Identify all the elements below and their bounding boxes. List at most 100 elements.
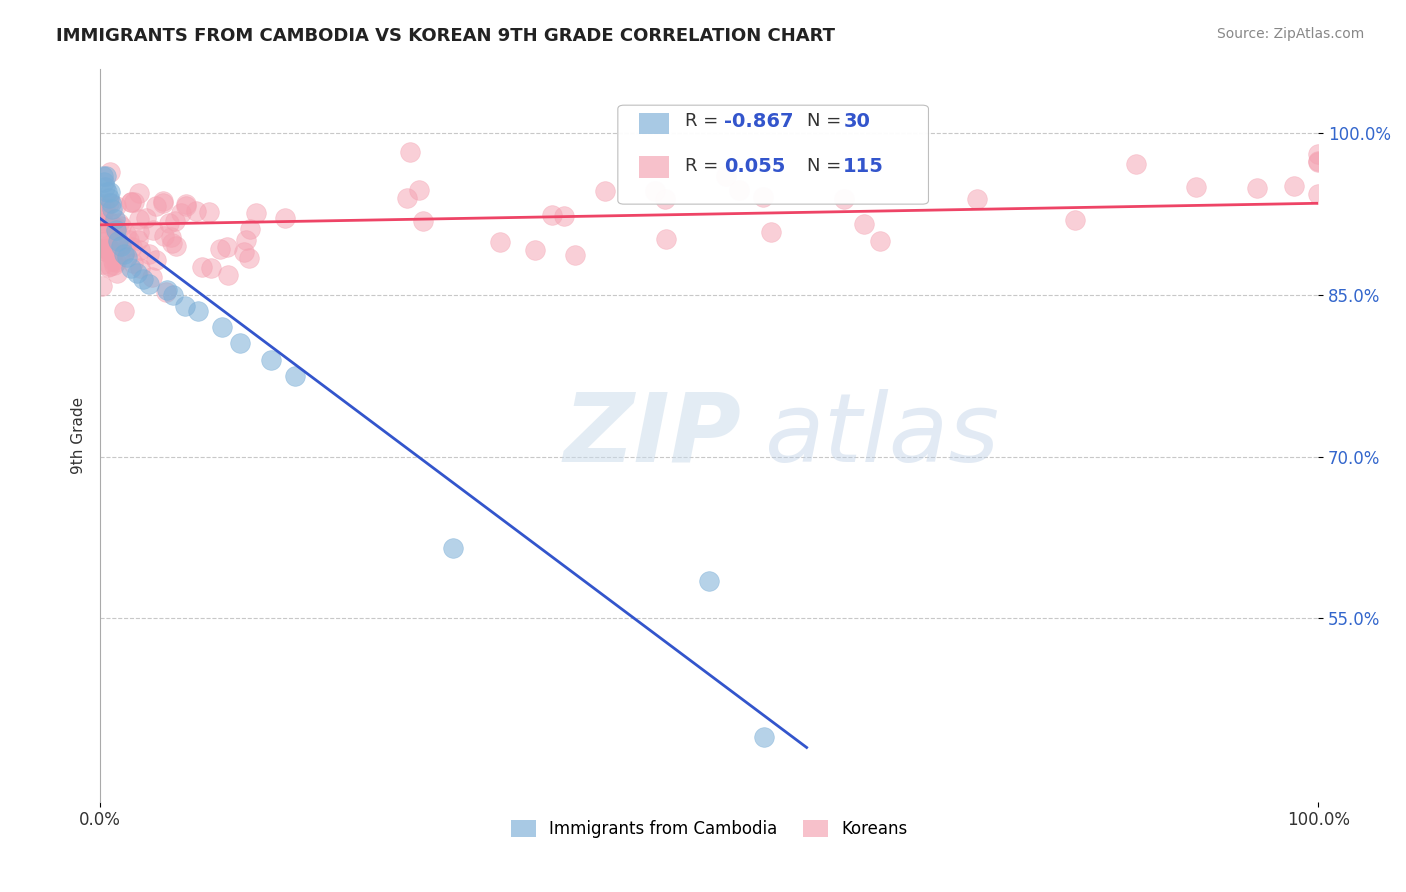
Point: [91, 279, 114, 293]
Point: [132, 271, 155, 285]
Point: [100, 196, 122, 211]
Point: [198, 205, 221, 219]
Point: [115, 250, 138, 264]
Point: [98, 244, 121, 258]
Point: [408, 183, 430, 197]
Point: [96, 245, 118, 260]
Point: [1308, 154, 1330, 169]
Point: [98, 186, 121, 200]
Point: [114, 247, 136, 261]
Point: [191, 260, 214, 274]
Text: atlas: atlas: [763, 389, 1000, 482]
Point: [110, 219, 132, 233]
Point: [120, 194, 142, 209]
Point: [1282, 179, 1305, 194]
Point: [96, 169, 118, 184]
Point: [155, 285, 177, 300]
Point: [238, 251, 260, 265]
Point: [115, 227, 138, 241]
Point: [541, 208, 564, 222]
Point: [129, 260, 152, 275]
Point: [90, 213, 112, 227]
Point: [93, 241, 115, 255]
Point: [93, 205, 115, 219]
Point: [174, 299, 197, 313]
Point: [98, 259, 121, 273]
Point: [93, 257, 115, 271]
Point: [128, 212, 150, 227]
Point: [112, 304, 135, 318]
Point: [103, 258, 125, 272]
FancyBboxPatch shape: [638, 112, 669, 135]
Point: [104, 224, 127, 238]
Point: [104, 223, 127, 237]
Point: [834, 192, 856, 206]
Text: -0.867: -0.867: [724, 112, 793, 131]
Point: [1246, 181, 1268, 195]
Point: [211, 320, 233, 334]
Text: 30: 30: [844, 112, 870, 131]
Point: [966, 192, 988, 206]
Point: [91, 169, 114, 184]
Point: [761, 225, 783, 239]
Text: N =: N =: [807, 112, 846, 130]
Point: [91, 220, 114, 235]
Point: [260, 352, 283, 367]
Text: Source: ZipAtlas.com: Source: ZipAtlas.com: [1216, 27, 1364, 41]
Point: [852, 217, 875, 231]
Point: [238, 222, 260, 236]
Point: [215, 239, 238, 253]
Point: [156, 283, 179, 297]
Point: [107, 234, 129, 248]
Point: [129, 243, 152, 257]
Point: [245, 205, 267, 219]
Point: [752, 190, 775, 204]
Point: [208, 242, 231, 256]
Text: N =: N =: [807, 157, 846, 175]
Point: [145, 252, 167, 267]
Point: [96, 186, 118, 200]
Text: R =: R =: [685, 112, 724, 130]
Point: [103, 244, 125, 258]
Point: [122, 256, 145, 270]
Point: [104, 212, 127, 227]
Text: 115: 115: [844, 156, 884, 176]
Point: [90, 197, 112, 211]
Point: [104, 221, 127, 235]
Text: ZIP: ZIP: [562, 389, 741, 482]
Text: 0.055: 0.055: [724, 156, 785, 176]
Point: [122, 194, 145, 209]
Point: [108, 237, 131, 252]
Point: [152, 228, 174, 243]
Point: [654, 192, 676, 206]
Point: [399, 145, 422, 160]
Point: [128, 225, 150, 239]
Point: [157, 216, 180, 230]
Point: [138, 277, 160, 292]
Point: [120, 195, 142, 210]
Point: [98, 165, 121, 179]
Point: [91, 231, 114, 245]
Point: [104, 199, 127, 213]
Point: [727, 183, 749, 197]
Point: [125, 266, 148, 280]
Point: [174, 199, 197, 213]
Point: [120, 260, 142, 275]
Point: [96, 244, 118, 258]
Point: [114, 244, 136, 259]
Point: [101, 254, 124, 268]
Point: [274, 211, 297, 225]
Point: [523, 244, 546, 258]
Point: [101, 202, 124, 216]
Point: [644, 184, 666, 198]
Point: [93, 175, 115, 189]
Point: [217, 268, 239, 282]
Point: [121, 240, 143, 254]
Point: [160, 236, 183, 251]
Point: [595, 184, 617, 198]
Point: [90, 243, 112, 257]
Point: [138, 247, 160, 261]
Point: [97, 196, 120, 211]
Point: [170, 206, 193, 220]
Point: [752, 730, 775, 744]
